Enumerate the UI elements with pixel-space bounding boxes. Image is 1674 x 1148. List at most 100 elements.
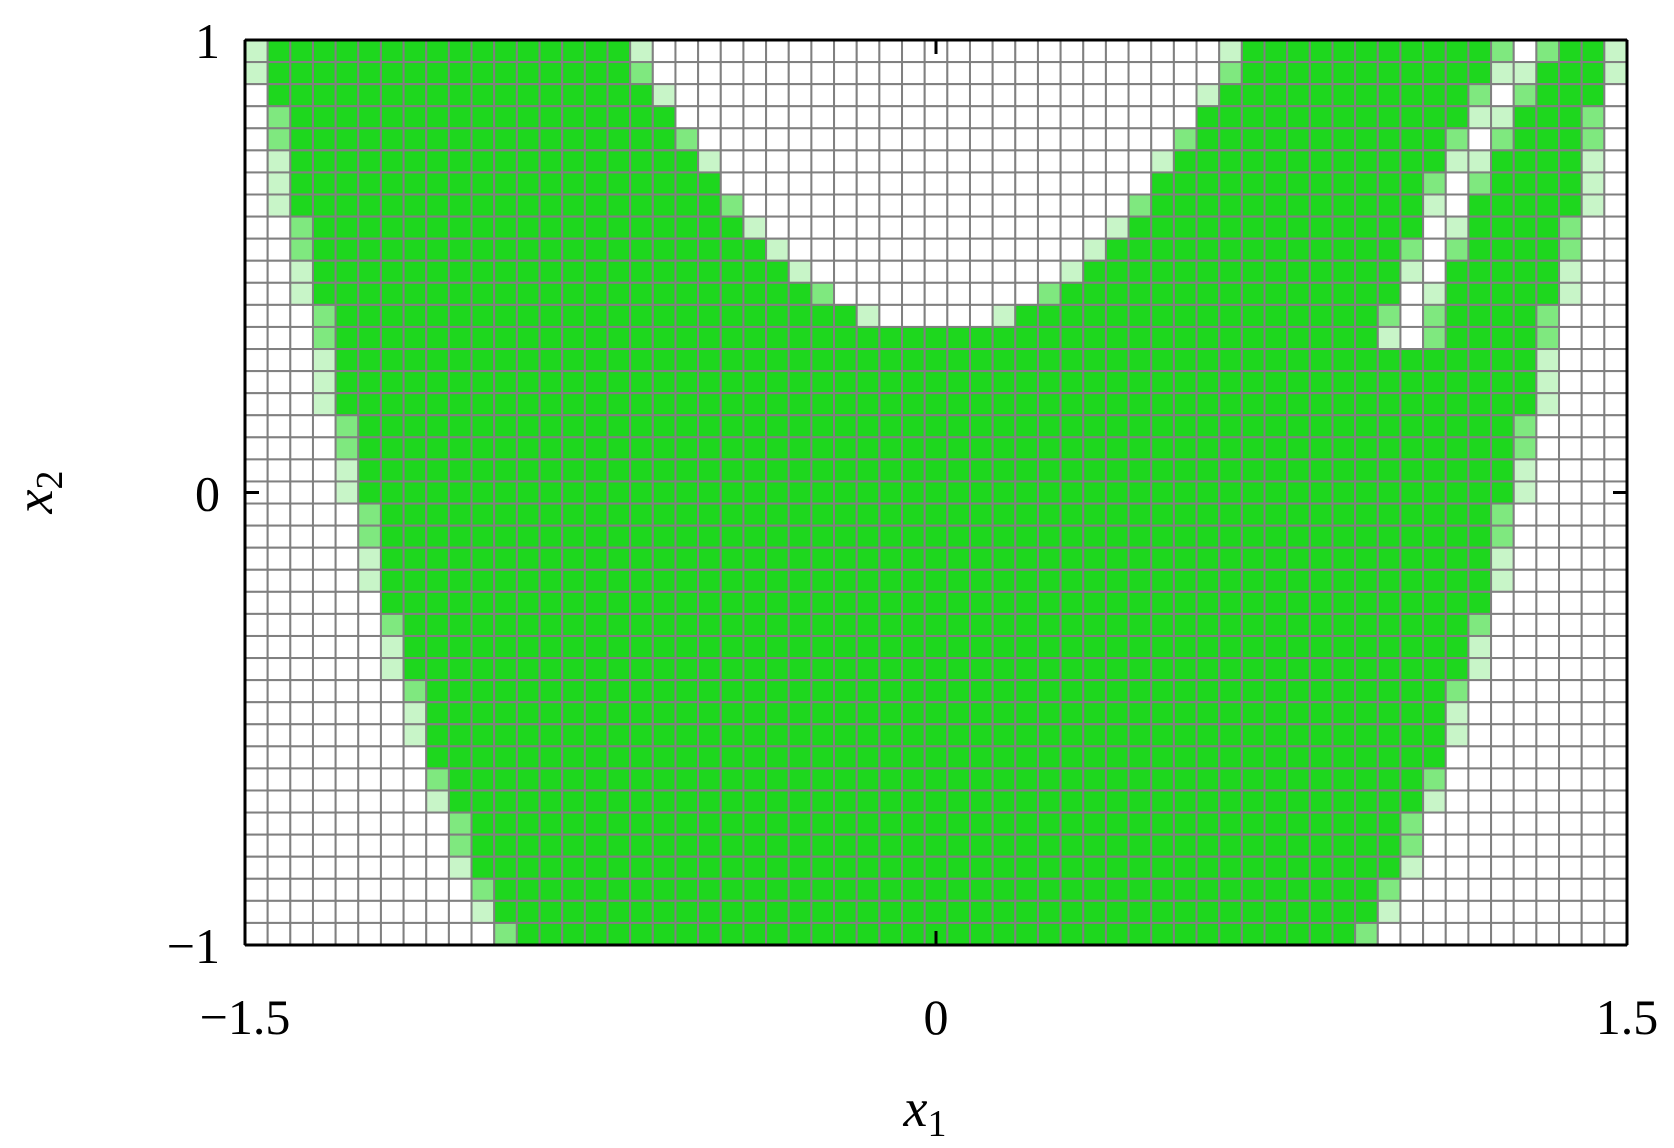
heatmap-cell [561, 701, 586, 726]
heatmap-cell [923, 745, 949, 770]
heatmap-cell [289, 568, 314, 593]
heatmap-cell [1422, 921, 1447, 946]
heatmap-cell [515, 303, 541, 328]
heatmap-cell [674, 281, 700, 306]
heatmap-cell [1512, 745, 1538, 770]
heatmap-cell [402, 259, 428, 284]
heatmap-cell [1512, 39, 1538, 64]
heatmap-cell [1422, 723, 1447, 748]
heatmap-cell [1444, 149, 1470, 174]
heatmap-cell [1558, 370, 1583, 395]
heatmap-cell [1150, 899, 1175, 924]
heatmap-cell [311, 745, 337, 770]
heatmap-cell [1014, 105, 1039, 130]
heatmap-cell [1467, 480, 1493, 505]
heatmap-cell [357, 745, 382, 770]
heatmap-cell [289, 502, 314, 527]
heatmap-cell [1014, 745, 1039, 770]
heatmap-cell [1286, 833, 1311, 858]
heatmap-cell [606, 436, 632, 461]
heatmap-cell [357, 193, 382, 218]
heatmap-cell [742, 281, 768, 306]
heatmap-cell [493, 436, 518, 461]
heatmap-cell [833, 877, 858, 902]
heatmap-cell [1354, 855, 1379, 880]
heatmap-cell [855, 259, 881, 284]
heatmap-cell [1059, 480, 1085, 505]
heatmap-cell [470, 281, 496, 306]
heatmap-cell [1082, 634, 1107, 660]
heatmap-cell [968, 237, 994, 262]
heatmap-cell [1127, 789, 1153, 814]
heatmap-cell [1127, 634, 1153, 660]
heatmap-cell [561, 568, 586, 593]
heatmap-cell [1263, 392, 1289, 417]
heatmap-cell [765, 634, 790, 660]
heatmap-cell [1263, 281, 1289, 306]
heatmap-cell [674, 458, 700, 483]
heatmap-cell [855, 921, 881, 946]
heatmap-cell [289, 480, 314, 505]
heatmap-cell [289, 149, 314, 174]
heatmap-cell [1354, 833, 1379, 858]
heatmap-cell [1036, 723, 1062, 748]
heatmap-cell [583, 348, 609, 373]
heatmap-cell [946, 149, 971, 174]
heatmap-cell [425, 612, 450, 637]
heatmap-cell [968, 855, 994, 880]
heatmap-cell [1603, 105, 1628, 130]
heatmap-cell [1104, 39, 1130, 64]
heatmap-cell [742, 414, 768, 439]
heatmap-cell [1535, 745, 1561, 770]
y-axis-label: x2 [4, 471, 71, 515]
heatmap-cell [1286, 590, 1311, 615]
heatmap-cell [629, 921, 654, 946]
heatmap-cell [1150, 590, 1175, 615]
heatmap-cell [629, 348, 654, 373]
heatmap-cell [1082, 877, 1107, 902]
heatmap-cell [606, 679, 632, 704]
heatmap-cell [674, 590, 700, 615]
heatmap-cell [357, 679, 382, 704]
heatmap-cell [901, 61, 926, 86]
heatmap-cell [1376, 723, 1402, 748]
heatmap-cell [742, 701, 768, 726]
heatmap-cell [1558, 39, 1583, 64]
heatmap-cell [742, 480, 768, 505]
heatmap-cell [379, 590, 405, 615]
heatmap-cell [470, 833, 496, 858]
heatmap-cell [765, 193, 790, 218]
heatmap-cell [629, 679, 654, 704]
heatmap-cell [1422, 281, 1447, 306]
heatmap-cell [787, 811, 813, 836]
heatmap-cell [1331, 171, 1357, 196]
heatmap-cell [357, 436, 382, 461]
heatmap-cell [1286, 83, 1311, 108]
heatmap-cell [1535, 679, 1561, 704]
heatmap-cell [515, 767, 541, 792]
heatmap-cell [810, 83, 836, 108]
heatmap-cell [1535, 83, 1561, 108]
heatmap-cell [855, 679, 881, 704]
heatmap-cell [1535, 657, 1561, 682]
heatmap-cell [1603, 811, 1628, 836]
heatmap-cell [923, 281, 949, 306]
heatmap-cell [1127, 348, 1153, 373]
heatmap-cell [1467, 921, 1493, 946]
heatmap-cell [651, 590, 677, 615]
heatmap-cell [855, 612, 881, 637]
heatmap-cell [1014, 193, 1039, 218]
heatmap-cell [1263, 502, 1289, 527]
heatmap-cell [810, 215, 836, 240]
heatmap-cell [651, 193, 677, 218]
heatmap-cell [1490, 237, 1515, 262]
heatmap-cell [1603, 524, 1628, 549]
heatmap-cell [606, 105, 632, 130]
heatmap-cell [968, 370, 994, 395]
heatmap-cell [1240, 811, 1266, 836]
heatmap-cell [1218, 679, 1243, 704]
heatmap-cell [1263, 303, 1289, 328]
heatmap-cell [1286, 502, 1311, 527]
heatmap-cell [1376, 899, 1402, 924]
heatmap-cell [991, 105, 1017, 130]
